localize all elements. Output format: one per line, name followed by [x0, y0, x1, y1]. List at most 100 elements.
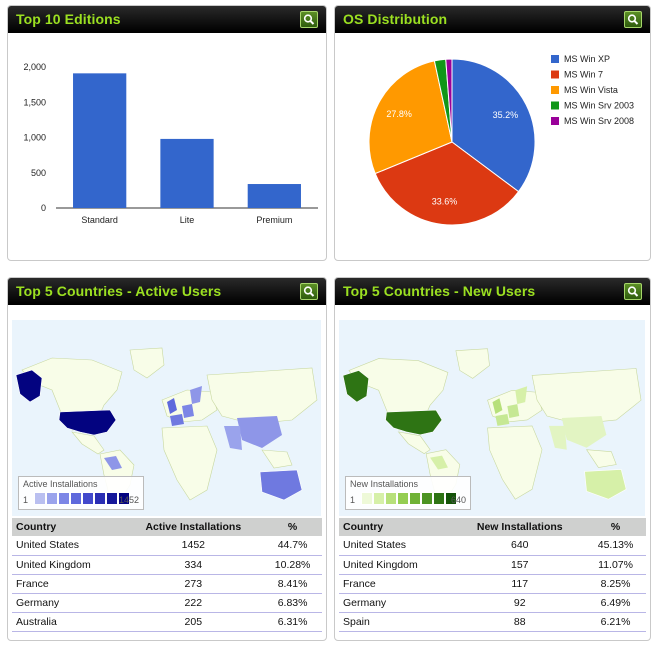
- table-row[interactable]: Australia 205 6.31%: [12, 612, 322, 632]
- legend-ramp-swatch: [70, 492, 82, 505]
- table-row[interactable]: United Kingdom 334 10.28%: [12, 555, 322, 575]
- legend-label: MS Win 7: [564, 70, 603, 80]
- cell-country: France: [12, 574, 124, 594]
- legend-swatch: [551, 55, 559, 63]
- cell-installations: 157: [454, 555, 586, 575]
- legend-swatch: [551, 101, 559, 110]
- new-legend-min: 1: [350, 495, 356, 505]
- table-row[interactable]: France 273 8.41%: [12, 574, 322, 594]
- table-row[interactable]: France 117 8.25%: [339, 574, 646, 594]
- legend-label: MS Win Srv 2003: [564, 101, 634, 111]
- pie-slice[interactable]: [445, 58, 453, 143]
- cell-country: United Kingdom: [339, 555, 455, 575]
- new-users-panel-header: Top 5 Countries - New Users: [335, 278, 650, 305]
- legend-label: MS Win XP: [564, 54, 610, 64]
- cell-percent: 6.83%: [263, 593, 322, 613]
- table-row[interactable]: United States 1452 44.7%: [12, 536, 322, 556]
- legend-ramp-swatch: [82, 492, 94, 505]
- y-tick-label: 1,500: [23, 97, 46, 107]
- cell-country: United Kingdom: [12, 555, 124, 575]
- cell-country: Australia: [12, 612, 124, 632]
- table-row[interactable]: United Kingdom 157 11.07%: [339, 555, 646, 575]
- cell-installations: 88: [454, 612, 586, 632]
- table-header-row: Country New Installations %: [339, 518, 646, 536]
- cell-percent: 8.41%: [263, 574, 322, 594]
- column-header-percent[interactable]: %: [263, 518, 322, 536]
- column-header-installations[interactable]: Active Installations: [123, 518, 264, 536]
- column-header-country[interactable]: Country: [12, 518, 124, 536]
- column-header-percent[interactable]: %: [585, 518, 646, 536]
- table-row[interactable]: Spain 88 6.21%: [339, 612, 646, 632]
- cell-installations: 334: [123, 555, 264, 575]
- magnifier-icon: [303, 14, 315, 25]
- cell-installations: 273: [123, 574, 264, 594]
- bar[interactable]: [247, 184, 301, 208]
- new-legend-title: New Installations: [350, 479, 419, 489]
- cell-country: Germany: [12, 593, 124, 613]
- new-users-zoom-button[interactable]: [624, 283, 642, 300]
- cell-installations: 117: [454, 574, 586, 594]
- active-legend-max: 1452: [118, 495, 139, 505]
- legend-ramp-swatch: [373, 492, 385, 505]
- active-map-legend: Active Installations 1 1452: [18, 476, 144, 510]
- legend-swatch: [551, 86, 559, 94]
- editions-panel-title: Top 10 Editions: [16, 11, 121, 27]
- x-tick-label: Premium: [256, 215, 292, 225]
- pie-slice[interactable]: [451, 58, 536, 193]
- legend-ramp-swatch: [46, 492, 58, 505]
- new-legend-max: 640: [450, 495, 466, 505]
- active-legend-title: Active Installations: [23, 479, 98, 489]
- x-tick-label: Standard: [81, 215, 118, 225]
- table-row[interactable]: Germany 222 6.83%: [12, 593, 322, 613]
- active-legend-ramp: [34, 492, 130, 505]
- legend-ramp-swatch: [58, 492, 70, 505]
- active-users-table: Country Active Installations % United St…: [12, 518, 322, 632]
- active-users-zoom-button[interactable]: [300, 283, 318, 300]
- column-header-installations[interactable]: New Installations: [454, 518, 586, 536]
- legend-ramp-swatch: [421, 492, 433, 505]
- cell-country: Spain: [339, 612, 455, 632]
- active-users-world-map[interactable]: Active Installations 1 1452: [12, 320, 321, 516]
- slice-label: 27.8%: [386, 109, 412, 119]
- legend-ramp-swatch: [433, 492, 445, 505]
- editions-zoom-button[interactable]: [300, 11, 318, 28]
- legend-ramp-swatch: [106, 492, 118, 505]
- os-panel-title: OS Distribution: [343, 11, 448, 27]
- bar[interactable]: [73, 73, 127, 208]
- legend-ramp-swatch: [118, 492, 130, 505]
- cell-installations: 222: [123, 593, 264, 613]
- os-pie-chart: 35.2% 33.6% 27.8% MS Win XP MS Win 7 MS Win V…: [368, 54, 634, 226]
- table-row[interactable]: United States 640 45.13%: [339, 536, 646, 556]
- os-zoom-button[interactable]: [624, 11, 642, 28]
- cell-percent: 6.49%: [585, 593, 646, 613]
- table-row[interactable]: Germany 92 6.49%: [339, 593, 646, 613]
- cell-percent: 8.25%: [585, 574, 646, 594]
- new-users-table: Country New Installations % United State…: [339, 518, 646, 632]
- cell-country: United States: [12, 536, 124, 556]
- new-users-panel-title: Top 5 Countries - New Users: [343, 283, 536, 299]
- legend-swatch: [551, 70, 559, 79]
- new-users-world-map[interactable]: New Installations 1 640: [339, 320, 645, 516]
- editions-panel-header: Top 10 Editions: [8, 6, 326, 33]
- legend-ramp-swatch: [397, 492, 409, 505]
- editions-panel: Top 10 Editions 2,000 1,500 1,000 500 0 Stand…: [7, 5, 327, 261]
- slice-label: 33.6%: [432, 196, 458, 206]
- cell-installations: 92: [454, 593, 586, 613]
- legend-label: MS Win Vista: [564, 85, 618, 95]
- cell-installations: 1452: [123, 536, 264, 556]
- y-tick-label: 1,000: [23, 133, 46, 143]
- pie-slice[interactable]: [368, 60, 453, 175]
- bar[interactable]: [160, 138, 214, 208]
- legend-ramp-swatch: [361, 492, 373, 505]
- cell-percent: 10.28%: [263, 555, 322, 575]
- active-users-panel-title: Top 5 Countries - Active Users: [16, 283, 222, 299]
- cell-percent: 6.31%: [263, 612, 322, 632]
- y-tick-label: 2,000: [23, 62, 46, 72]
- y-tick-label: 500: [31, 168, 46, 178]
- cell-percent: 11.07%: [585, 555, 646, 575]
- editions-bar-chart: 2,000 1,500 1,000 500 0 Standard Lite Premium: [23, 62, 318, 225]
- new-map-legend: New Installations 1 640: [345, 476, 471, 510]
- table-header-row: Country Active Installations %: [12, 518, 322, 536]
- column-header-country[interactable]: Country: [339, 518, 455, 536]
- pie-slice[interactable]: [374, 141, 520, 226]
